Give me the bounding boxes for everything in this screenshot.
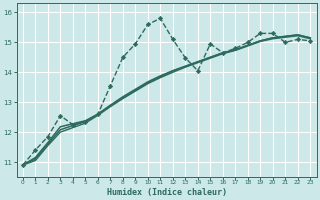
X-axis label: Humidex (Indice chaleur): Humidex (Indice chaleur): [107, 188, 227, 197]
